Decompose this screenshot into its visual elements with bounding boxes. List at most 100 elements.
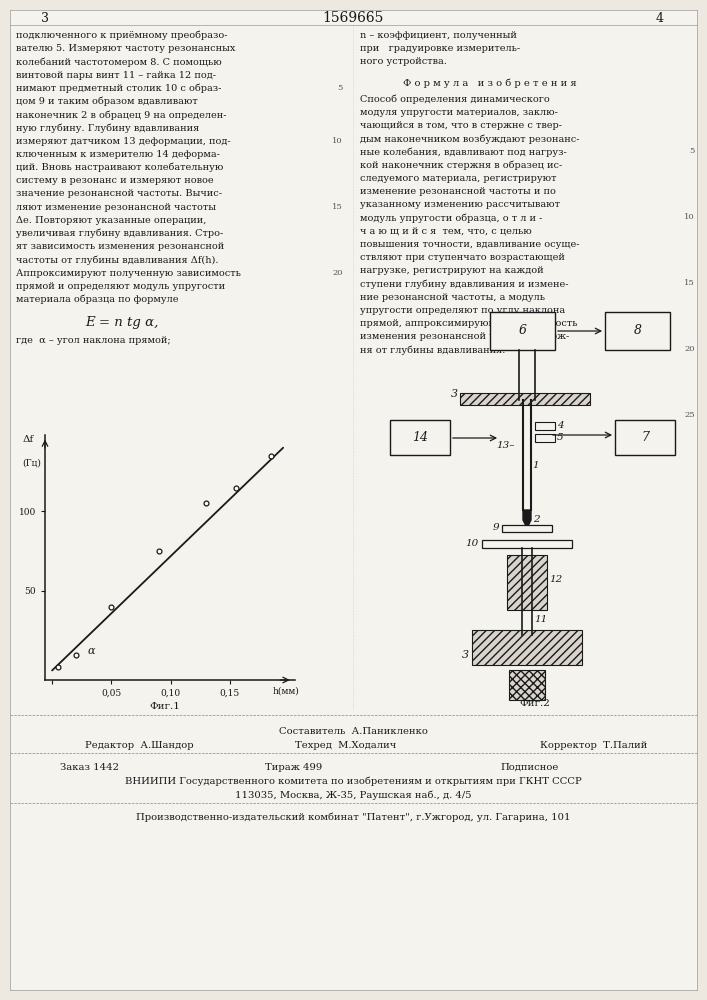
Bar [615,420,675,455]
Text: ляют изменение резонансной частоты: ляют изменение резонансной частоты [16,203,216,212]
Text: Способ определения динамического: Способ определения динамического [360,95,550,104]
Text: указанному изменению рассчитывают: указанному изменению рассчитывают [360,200,560,209]
Text: материала образца по формуле: материала образца по формуле [16,295,178,304]
Text: ключенным к измерителю 14 деформа-: ключенным к измерителю 14 деформа- [16,150,220,159]
Text: нагрузке, регистрируют на каждой: нагрузке, регистрируют на каждой [360,266,544,275]
Text: ня от глубины вдавливания.: ня от глубины вдавливания. [360,345,506,355]
Bar [509,670,545,700]
Text: модуля упругости материалов, заклю-: модуля упругости материалов, заклю- [360,108,558,117]
Bar [482,540,572,548]
Text: увеличивая глубину вдавливания. Стро-: увеличивая глубину вдавливания. Стро- [16,229,223,238]
Text: Подписное: Подписное [500,763,559,772]
Polygon shape [523,510,531,528]
Text: наконечник 2 в обрацец 9 на определен-: наконечник 2 в обрацец 9 на определен- [16,110,226,120]
Text: 5: 5 [338,84,343,92]
Text: прямой и определяют модуль упругости: прямой и определяют модуль упругости [16,282,225,291]
Text: измеряют датчиком 13 деформации, под-: измеряют датчиком 13 деформации, под- [16,137,230,146]
Text: 5: 5 [689,147,695,155]
Text: ч а ю щ и й с я  тем, что, с целью: ч а ю щ и й с я тем, что, с целью [360,227,532,236]
Text: Составитель  А.Паникленко: Составитель А.Паникленко [279,727,428,736]
Text: кой наконечник стержня в образец ис-: кой наконечник стержня в образец ис- [360,161,562,170]
Text: цом 9 и таким образом вдавливают: цом 9 и таким образом вдавливают [16,97,198,106]
Text: α: α [88,646,95,656]
Text: 5: 5 [557,432,563,442]
Text: ступени глубину вдавливания и измене-: ступени глубину вдавливания и измене- [360,279,568,289]
Bar [502,525,552,532]
Bar [507,555,547,610]
Text: значение резонансной частоты. Вычис-: значение резонансной частоты. Вычис- [16,189,222,198]
Text: 11: 11 [534,615,547,624]
Text: 14: 14 [412,431,428,444]
Bar [535,434,555,442]
Text: Аппроксимируют полученную зависимость: Аппроксимируют полученную зависимость [16,269,241,278]
Text: 10: 10 [466,540,479,548]
Text: Тираж 499: Тираж 499 [265,763,322,772]
Text: 2: 2 [533,516,539,524]
Text: следуемого материала, регистрируют: следуемого материала, регистрируют [360,174,556,183]
Text: 8: 8 [633,324,641,338]
Text: вателю 5. Измеряют частоту резонансных: вателю 5. Измеряют частоту резонансных [16,44,235,53]
Text: изменение резонансной частоты и по: изменение резонансной частоты и по [360,187,556,196]
Text: 9: 9 [492,524,499,532]
Text: 25: 25 [684,411,695,419]
Text: (Гц): (Гц) [23,459,42,468]
Text: упругости определяют по углу наклона: упругости определяют по углу наклона [360,306,565,315]
Text: подключенного к приёмному преобразо-: подключенного к приёмному преобразо- [16,31,228,40]
Text: Техред  М.Ходалич: Техред М.Ходалич [295,741,397,750]
Text: Корректор  Т.Палий: Корректор Т.Палий [540,741,648,750]
Text: нимают предметный столик 10 с образ-: нимают предметный столик 10 с образ- [16,84,221,93]
Text: повышения точности, вдавливание осуще-: повышения точности, вдавливание осуще- [360,240,580,249]
Text: Фиг.2: Фиг.2 [520,699,551,708]
Text: винтовой пары винт 11 – гайка 12 под-: винтовой пары винт 11 – гайка 12 под- [16,71,216,80]
Bar [472,630,582,665]
Text: где  α – угол наклона прямой;: где α – угол наклона прямой; [16,336,170,345]
Text: Ф о р м у л а   и з о б р е т е н и я: Ф о р м у л а и з о б р е т е н и я [403,79,577,88]
Text: Производственно-издательский комбинат "Патент", г.Ужгород, ул. Гагарина, 101: Производственно-издательский комбинат "П… [136,813,571,822]
Text: 13–: 13– [496,440,515,450]
Text: колебаний частотомером 8. С помощью: колебаний частотомером 8. С помощью [16,57,222,67]
Text: 113035, Москва, Ж-35, Раушская наб., д. 4/5: 113035, Москва, Ж-35, Раушская наб., д. … [235,791,472,800]
Text: чающийся в том, что в стержне с твер-: чающийся в том, что в стержне с твер- [360,121,562,130]
Text: Заказ 1442: Заказ 1442 [60,763,119,772]
Text: 12: 12 [549,576,562,584]
Text: Δе. Повторяют указанные операции,: Δе. Повторяют указанные операции, [16,216,206,225]
Text: ные колебания, вдавливают под нагруз-: ные колебания, вдавливают под нагруз- [360,147,567,157]
Text: ят зависимость изменения резонансной: ят зависимость изменения резонансной [16,242,224,251]
Text: 15: 15 [332,203,343,211]
Text: 7: 7 [641,431,649,444]
Text: Редактор  А.Шандор: Редактор А.Шандор [85,741,194,750]
Text: ную глубину. Глубину вдавливания: ную глубину. Глубину вдавливания [16,123,199,133]
Text: n – коэффициент, полученный: n – коэффициент, полученный [360,31,517,40]
Text: 15: 15 [684,279,695,287]
Text: ного устройства.: ного устройства. [360,57,447,66]
Text: 10: 10 [332,137,343,145]
Text: 1: 1 [532,460,539,470]
Bar [535,422,555,430]
Text: 20: 20 [332,269,343,277]
Text: ций. Вновь настраивают колебательную: ций. Вновь настраивают колебательную [16,163,223,172]
Text: систему в резонанс и измеряют новое: систему в резонанс и измеряют новое [16,176,214,185]
Bar [605,312,670,350]
Text: ВНИИПИ Государственного комитета по изобретениям и открытиям при ГКНТ СССР: ВНИИПИ Государственного комитета по изоб… [124,777,581,786]
Text: E = n tg α,: E = n tg α, [85,316,158,329]
Text: дым наконечником возбуждают резонанс-: дым наконечником возбуждают резонанс- [360,134,580,144]
Bar [460,393,590,405]
Text: 6: 6 [518,324,527,338]
Text: при   градуировке измеритель-: при градуировке измеритель- [360,44,520,53]
Bar [490,312,555,350]
Text: 4: 4 [557,420,563,430]
Text: 20: 20 [684,345,695,353]
Text: прямой, аппроксимирующей зависимость: прямой, аппроксимирующей зависимость [360,319,578,328]
Bar [390,420,450,455]
Text: модуль упругости образца, о т л и -: модуль упругости образца, о т л и - [360,213,542,223]
Text: 3: 3 [451,389,458,399]
Text: 4: 4 [656,11,664,24]
Text: ние резонансной частоты, а модуль: ние резонансной частоты, а модуль [360,293,545,302]
Text: частоты от глубины вдавливания Δf(h).: частоты от глубины вдавливания Δf(h). [16,255,218,265]
Text: Фиг.1: Фиг.1 [149,702,180,711]
Text: изменения резонансной частоты стерж-: изменения резонансной частоты стерж- [360,332,569,341]
Text: ствляют при ступенчато возрастающей: ствляют при ступенчато возрастающей [360,253,565,262]
Text: 3: 3 [41,11,49,24]
Text: Δf: Δf [23,435,34,444]
Text: 1569665: 1569665 [322,11,384,25]
